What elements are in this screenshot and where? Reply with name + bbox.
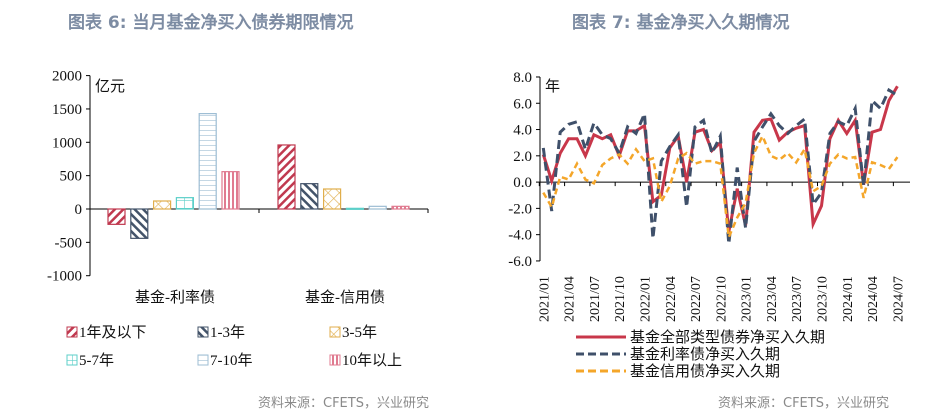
x-tick-label: 2022/10	[714, 276, 729, 322]
bar	[198, 113, 217, 210]
y-tick-label: 1000	[52, 135, 82, 151]
legend-label: 7-10年	[210, 352, 253, 369]
x-tick-label: 2023/10	[815, 276, 830, 322]
x-tick-label: 2022/01	[638, 276, 653, 322]
y-tick-label: 2.0	[513, 149, 532, 165]
x-tick-label: 2022/07	[689, 276, 704, 322]
y-tick-label: 2000	[52, 69, 82, 85]
legend-swatch	[329, 326, 341, 338]
bar	[107, 208, 126, 225]
x-tick-label: 2024/07	[891, 276, 906, 322]
left-source-note: 资料来源：CFETS，兴业研究	[258, 396, 429, 411]
bar-chart: 亿元 2000 1500 1000 500 0 -500 -1000 基金-利率债 基金-信用债…	[47, 69, 429, 369]
x-tick-label: 2021/07	[588, 276, 603, 322]
x-category-label: 基金-利率债	[135, 289, 215, 306]
y-axis-unit: 年	[545, 78, 560, 95]
bar	[300, 183, 319, 210]
legend-label: 1年及以下	[79, 324, 147, 341]
x-tick-label: 2023/01	[740, 276, 755, 322]
y-axis-unit: 亿元	[95, 78, 125, 95]
legend-swatch	[66, 354, 78, 366]
y-tick-label: 0	[75, 202, 83, 218]
x-category-label: 基金-信用债	[305, 289, 385, 306]
bar	[130, 208, 149, 239]
right-source-note: 资料来源：CFETS，兴业研究	[718, 396, 889, 411]
bar	[221, 171, 240, 210]
series-line	[541, 85, 899, 233]
y-tick-label: 0.0	[513, 175, 532, 191]
x-tick-label: 2024/04	[866, 276, 881, 322]
y-tick-label: -4.0	[508, 228, 532, 244]
y-tick-label: 6.0	[513, 96, 532, 112]
y-tick-label: -500	[55, 235, 83, 251]
bar	[175, 197, 194, 210]
y-tick-label: 8.0	[513, 70, 532, 86]
x-tick-label: 2022/04	[664, 276, 679, 322]
bar	[368, 205, 387, 210]
bar	[323, 188, 342, 210]
series-line	[541, 87, 899, 245]
legend-label: 3-5年	[342, 324, 377, 341]
legend-swatch	[329, 354, 341, 366]
bar	[277, 144, 296, 210]
bar	[345, 207, 364, 210]
x-tick-label: 2024/01	[841, 276, 856, 322]
x-tick-label: 2021/10	[613, 276, 628, 322]
legend-label: 10年以上	[342, 352, 402, 369]
y-tick-label: -2.0	[508, 201, 532, 217]
legend-swatch	[197, 354, 209, 366]
legend-label: 5-7年	[79, 352, 114, 369]
y-tick-label: 4.0	[513, 123, 532, 139]
y-tick-label: -6.0	[508, 254, 532, 270]
x-tick-label: 2021/01	[537, 276, 552, 322]
x-tick-label: 2021/04	[563, 276, 578, 322]
legend-label: 基金信用债净买入久期	[630, 363, 780, 380]
right-chart-title: 图表 7: 基金净买入久期情况	[572, 13, 790, 33]
series-line	[542, 133, 899, 243]
x-tick-label: 2023/07	[790, 276, 805, 322]
legend-label: 基金利率债净买入久期	[630, 346, 780, 363]
y-tick-label: -1000	[47, 269, 82, 285]
legend-swatch	[197, 326, 209, 338]
bar	[391, 205, 410, 210]
legend-label: 1-3年	[210, 324, 245, 341]
x-tick-label: 2023/04	[765, 276, 780, 322]
y-tick-label: 1500	[52, 102, 82, 118]
legend-label: 基金全部类型债券净买入久期	[630, 328, 825, 346]
bar	[153, 200, 172, 210]
y-tick-label: 500	[60, 169, 83, 185]
legend-swatch	[66, 326, 78, 338]
left-chart-title: 图表 6: 当月基金净买入债券期限情况	[68, 13, 354, 33]
